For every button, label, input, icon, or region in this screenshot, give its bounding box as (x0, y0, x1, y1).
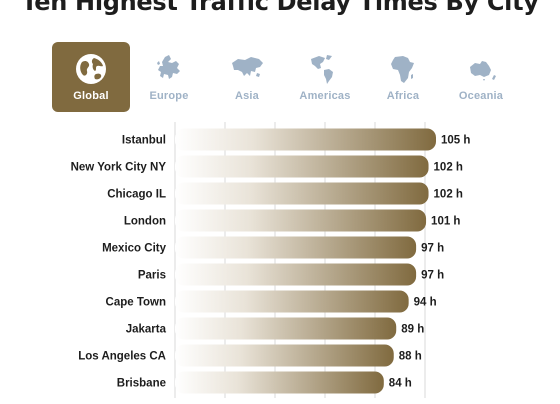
bar (175, 155, 429, 178)
tab-label: Global (73, 90, 109, 102)
category-label: Brisbane (117, 378, 166, 390)
bar (175, 263, 417, 286)
value-label: 102 h (434, 162, 463, 174)
category-label: Mexico City (102, 243, 167, 255)
bar-chart: Istanbul 105 h New York City NY 102 h Chicag… (71, 122, 470, 398)
category-label: Los Angeles CA (78, 351, 166, 363)
americas-map-icon (311, 55, 333, 84)
value-label: 89 h (401, 324, 424, 336)
tab-africa[interactable]: Africa (364, 42, 442, 112)
bars: Istanbul 105 h New York City NY 102 h Chicag… (71, 128, 470, 394)
tab-label: Asia (234, 90, 260, 102)
chart-title: Ten Highest Traffic Delay Times By City (21, 0, 539, 16)
bar (175, 371, 384, 394)
value-label: 97 h (421, 243, 444, 255)
bar (175, 236, 417, 259)
category-label: Jakarta (126, 324, 167, 336)
bar (175, 317, 397, 340)
tab-oceania[interactable]: Oceania (442, 42, 520, 112)
asia-map-icon (232, 57, 263, 77)
oceania-map-icon (470, 61, 496, 81)
europe-map-icon (157, 55, 180, 79)
bar (175, 182, 429, 205)
tab-europe[interactable]: Europe (130, 42, 208, 112)
tab-label: Oceania (458, 90, 504, 102)
tab-label: Africa (386, 90, 420, 102)
bar (175, 344, 394, 367)
category-label: Cape Town (106, 297, 166, 309)
value-label: 105 h (441, 135, 470, 147)
region-tabs: Global Europe Asia Americas Africa (52, 42, 512, 114)
africa-map-icon (391, 56, 414, 83)
tab-global[interactable]: Global (52, 42, 130, 112)
value-label: 101 h (431, 216, 460, 228)
bar (175, 128, 436, 151)
tab-label: Europe (149, 90, 189, 102)
value-label: 88 h (399, 351, 422, 363)
value-label: 84 h (389, 378, 412, 390)
category-label: Chicago IL (107, 189, 166, 201)
tab-americas[interactable]: Americas (286, 42, 364, 112)
category-label: London (124, 216, 166, 228)
globe-icon (76, 54, 106, 84)
bar (175, 209, 427, 232)
tab-asia[interactable]: Asia (208, 42, 286, 112)
value-label: 102 h (434, 189, 463, 201)
value-label: 97 h (421, 270, 444, 282)
category-label: New York City NY (71, 162, 167, 174)
bar (175, 290, 409, 313)
category-label: Paris (138, 270, 166, 282)
value-label: 94 h (414, 297, 437, 309)
tab-label: Americas (299, 90, 351, 102)
category-label: Istanbul (122, 135, 166, 147)
